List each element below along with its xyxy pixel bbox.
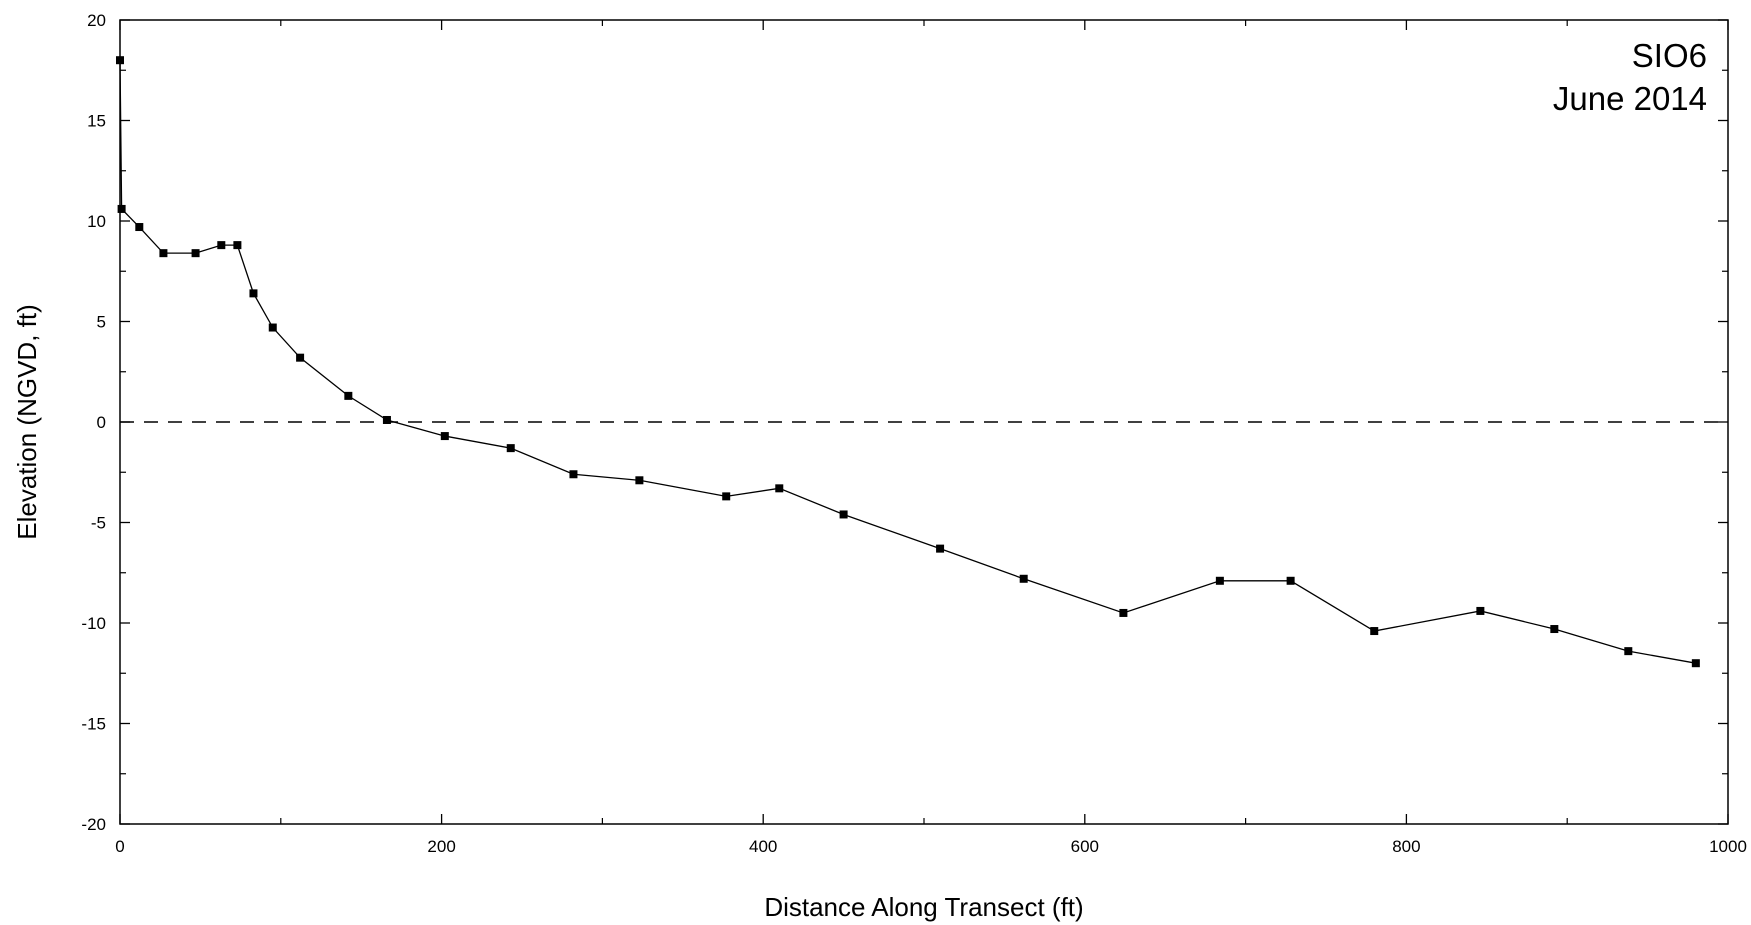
y-tick-label: 20: [87, 11, 106, 30]
y-axis-title: Elevation (NGVD, ft): [12, 304, 42, 540]
x-axis-title: Distance Along Transect (ft): [764, 892, 1083, 922]
data-point: [1624, 647, 1633, 656]
y-tick-label: 0: [97, 413, 106, 432]
data-point: [1119, 608, 1128, 617]
data-point: [117, 204, 126, 213]
data-point: [1286, 576, 1295, 585]
data-point: [268, 323, 277, 332]
data-point: [116, 56, 124, 65]
data-point: [191, 249, 200, 258]
data-point: [249, 289, 258, 298]
data-point: [569, 470, 578, 479]
x-tick-label: 200: [427, 837, 455, 856]
data-point: [506, 444, 515, 453]
data-point: [839, 510, 848, 519]
data-markers: [116, 56, 1700, 668]
data-point: [344, 391, 353, 400]
data-point: [440, 432, 449, 441]
y-tick-label: -20: [81, 815, 106, 834]
data-point: [1476, 606, 1485, 615]
data-point: [1691, 659, 1700, 668]
x-tick-label: 600: [1071, 837, 1099, 856]
data-point: [635, 476, 644, 485]
data-point: [775, 484, 784, 493]
x-axis: 0 200 400 600 800 1000: [115, 20, 1747, 856]
y-tick-label: -10: [81, 614, 106, 633]
data-point: [296, 353, 305, 362]
data-point: [1370, 627, 1379, 636]
y-tick-label: -15: [81, 715, 106, 734]
data-point: [936, 544, 945, 553]
data-point: [135, 223, 144, 232]
x-tick-label: 800: [1392, 837, 1420, 856]
x-tick-label: 1000: [1709, 837, 1747, 856]
data-point: [382, 415, 391, 424]
data-point: [1550, 625, 1559, 634]
data-point: [722, 492, 731, 501]
series-line: [119, 60, 1696, 664]
y-tick-label: 15: [87, 112, 106, 131]
y-tick-label: 5: [97, 313, 106, 332]
data-point: [1215, 576, 1224, 585]
x-tick-label: 400: [749, 837, 777, 856]
annotation-site: SIO6: [1632, 37, 1707, 74]
y-tick-label: 10: [87, 212, 106, 231]
data-point: [1019, 574, 1028, 583]
y-axis: 20 15 10 5 0 -5 -10 -15 -20: [81, 11, 1728, 834]
x-tick-label: 0: [115, 837, 124, 856]
data-point: [233, 241, 242, 250]
data-point: [159, 249, 168, 258]
data-point: [217, 241, 226, 250]
annotation-date: June 2014: [1553, 80, 1707, 117]
y-tick-label: -5: [91, 514, 106, 533]
